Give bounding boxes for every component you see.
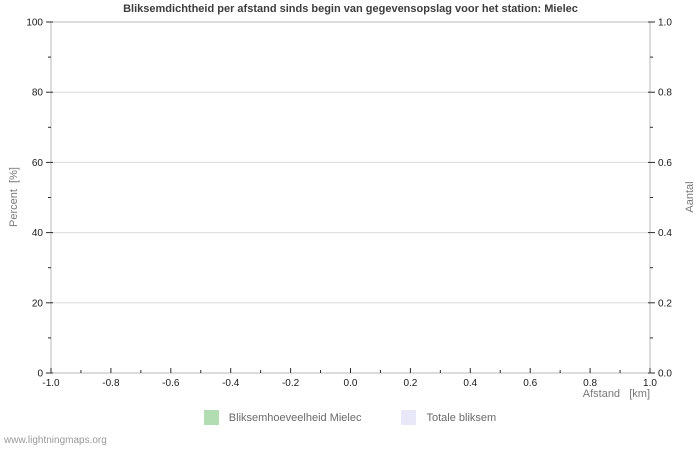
watermark-link: www.lightningmaps.org xyxy=(4,435,107,446)
x-tick-label: -0.6 xyxy=(162,378,180,389)
y-left-tick-label: 100 xyxy=(26,18,43,29)
y-axis-label-left: Percent [%] xyxy=(8,167,20,227)
x-tick-label: -0.4 xyxy=(222,378,240,389)
y-right-tick-label: 0.0 xyxy=(658,369,672,380)
x-tick-label: 0.2 xyxy=(403,378,417,389)
y-left-tick-label: 80 xyxy=(32,88,44,99)
y-right-tick-label: 0.4 xyxy=(658,228,672,239)
y-left-tick-label: 20 xyxy=(32,298,44,309)
x-tick-label: 0.4 xyxy=(463,378,477,389)
gridlines xyxy=(51,91,650,304)
x-tick-label: 0.6 xyxy=(523,378,537,389)
legend: Bliksemhoeveelheid Mielec Totale bliksem xyxy=(0,410,700,425)
y-right-tick-label: 1.0 xyxy=(658,18,672,29)
x-tick-label: 1.0 xyxy=(643,378,657,389)
x-tick-label: -0.2 xyxy=(282,378,300,389)
x-tick-label: 0.8 xyxy=(583,378,597,389)
plot-border xyxy=(50,21,651,374)
legend-label-total: Totale bliksem xyxy=(426,411,497,424)
y-right-tick-label: 0.6 xyxy=(658,158,672,169)
y-axis-label-right: Aantal xyxy=(684,181,696,213)
tick-labels: -1.0 -0.8 -0.6 -0.4 -0.2 0.0 0.2 0.4 0.6 0.8 1.0 0 2… xyxy=(26,18,672,390)
y-right-tick-label: 0.8 xyxy=(658,88,672,99)
x-tick-label: -1.0 xyxy=(42,378,60,389)
legend-swatch-station xyxy=(203,410,219,425)
x-axis-label: Afstand [km] xyxy=(582,388,650,400)
legend-label-station: Bliksemhoeveelheid Mielec xyxy=(228,411,362,424)
y-left-tick-label: 0 xyxy=(37,369,43,380)
x-tick-label: -0.8 xyxy=(102,378,120,389)
legend-swatch-total xyxy=(401,410,417,425)
chart-title: Bliksemdichtheid per afstand sinds begin… xyxy=(123,3,578,15)
legend-item-total: Totale bliksem xyxy=(401,410,496,425)
y-left-tick-label: 60 xyxy=(32,158,44,169)
legend-item-station: Bliksemhoeveelheid Mielec xyxy=(203,410,362,425)
axis-ticks xyxy=(46,21,655,374)
x-tick-label: 0.0 xyxy=(344,378,358,389)
y-left-tick-label: 40 xyxy=(32,228,44,239)
y-right-tick-label: 0.2 xyxy=(658,298,672,309)
